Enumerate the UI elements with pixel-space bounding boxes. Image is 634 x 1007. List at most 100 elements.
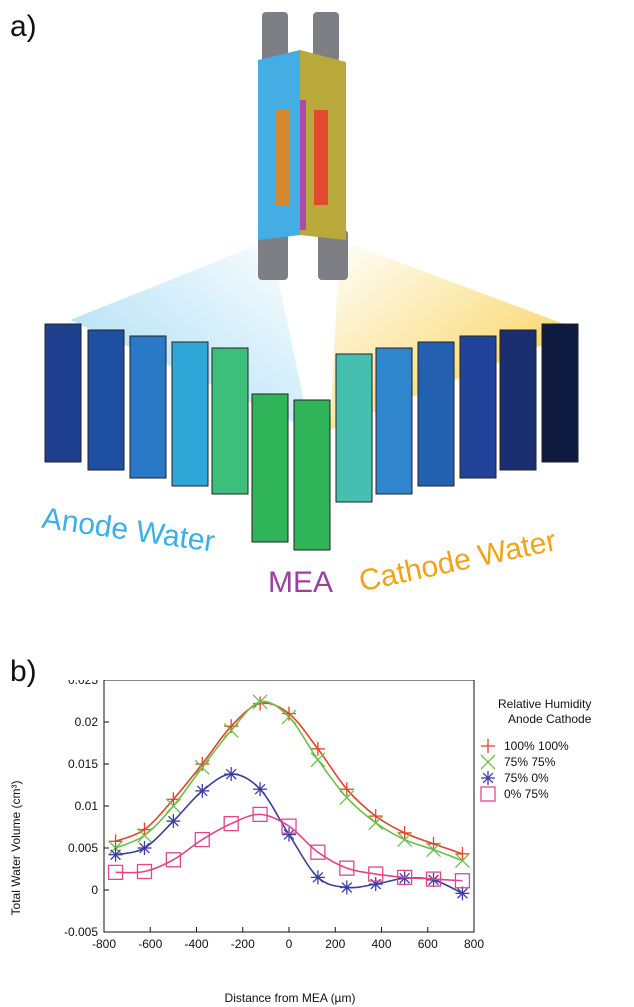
data-point: [397, 832, 413, 848]
x-tick-label: -600: [138, 937, 162, 951]
data-point: [455, 886, 470, 901]
data-point: [425, 871, 442, 887]
legend-entry: 75% 0%: [504, 771, 549, 785]
data-point: [310, 844, 326, 860]
x-tick-label: -400: [184, 937, 208, 951]
x-tick-label: 600: [418, 937, 438, 951]
data-point: [368, 815, 384, 831]
anode-water-caption: Anode Water: [40, 502, 217, 559]
data-point: [426, 836, 441, 851]
water-slice: [293, 399, 331, 551]
y-tick-label: -0.005: [64, 925, 98, 939]
y-tick-label: 0.025: [68, 680, 98, 687]
series-line: [115, 813, 463, 882]
data-point: [454, 853, 470, 869]
data-point: [137, 827, 152, 843]
water-slice: [211, 347, 249, 495]
water-slice: [459, 335, 497, 479]
data-point: [107, 864, 124, 881]
data-point: [481, 771, 495, 785]
data-point: [194, 831, 210, 848]
data-point: [454, 873, 471, 889]
water-slice: [129, 335, 167, 479]
data-point: [368, 877, 383, 892]
data-point: [281, 709, 297, 725]
data-point: [282, 706, 296, 721]
data-point: [455, 846, 470, 861]
y-tick-label: 0.01: [75, 799, 99, 813]
data-point: [426, 842, 441, 858]
data-point: [310, 741, 325, 756]
data-point: [397, 825, 412, 840]
data-point: [368, 809, 383, 824]
legend-entry: 0% 75%: [504, 787, 549, 801]
data-point: [224, 767, 239, 782]
water-slice: [87, 329, 125, 471]
data-point: [339, 782, 354, 797]
data-point: [253, 782, 268, 797]
water-slice: [335, 353, 373, 503]
chart-axes: -800 -600 -400 -200 0 200 400 600 800 -0.005 0 0.00…: [64, 680, 484, 951]
fuel-cell-illustration: Anode Water MEA Cathode Water: [40, 12, 580, 599]
data-point: [252, 694, 268, 710]
data-point: [137, 841, 152, 855]
water-slices: [44, 323, 579, 551]
data-point: [339, 790, 355, 806]
x-axis-label: Distance from MEA (µm): [225, 991, 356, 1005]
data-point: [282, 827, 296, 842]
data-point: [339, 860, 355, 876]
water-slice: [44, 323, 82, 463]
legend-title-1: Relative Humidity: [498, 697, 591, 711]
x-tick-label: -200: [231, 937, 255, 951]
water-slice: [375, 347, 413, 495]
x-tick-label: 400: [371, 937, 391, 951]
data-point: [480, 786, 496, 802]
data-point: [481, 739, 495, 753]
anode-fan: [70, 240, 310, 430]
data-point: [252, 806, 268, 823]
mea-caption: MEA: [268, 566, 333, 599]
water-slice: [171, 341, 209, 487]
x-tick-label: 800: [464, 937, 484, 951]
data-point: [281, 818, 297, 834]
data-point: [137, 822, 152, 837]
data-point: [339, 880, 354, 895]
x-tick-label: 200: [325, 937, 345, 951]
data-point: [310, 870, 325, 885]
water-slice: [417, 341, 455, 487]
data-point: [136, 863, 153, 880]
water-slice: [499, 329, 537, 471]
chart-legend: 100% 100% 75% 75% 75% 0% 0% 75%: [480, 739, 569, 802]
legend-entry: 100% 100%: [504, 739, 569, 753]
x-tick-label: -800: [92, 937, 116, 951]
water-volume-chart: -800 -600 -400 -200 0 200 400 600 800 -0.005 0 0.00…: [9, 680, 592, 1005]
data-point: [396, 869, 413, 886]
data-point: [194, 759, 210, 775]
y-tick-label: 0: [91, 883, 98, 897]
fuel-cell-hardware: [258, 12, 348, 280]
data-point: [480, 754, 496, 770]
data-point: [166, 814, 181, 829]
y-tick-label: 0.005: [68, 841, 98, 855]
data-point: [165, 798, 181, 814]
water-slice: [251, 393, 289, 543]
x-tick-label: 0: [286, 937, 293, 951]
legend-title-2: Anode Cathode: [508, 712, 592, 726]
data-point: [165, 852, 182, 868]
data-point: [310, 752, 326, 768]
y-axis-label: Total Water Volume (cm³): [9, 781, 23, 916]
water-slice: [541, 323, 579, 463]
data-point: [108, 847, 123, 862]
data-point: [108, 834, 123, 849]
y-tick-label: 0.02: [75, 715, 99, 729]
legend-entry: 75% 75%: [504, 755, 556, 769]
chart-plot: [107, 694, 471, 901]
panel-b-label: b): [10, 655, 37, 688]
cathode-water-caption: Cathode Water: [356, 524, 559, 598]
panel-a-label: a): [10, 10, 37, 43]
data-point: [223, 722, 239, 738]
data-point: [368, 866, 384, 882]
data-point: [195, 783, 210, 798]
data-point: [223, 815, 239, 832]
y-tick-label: 0.015: [68, 757, 98, 771]
